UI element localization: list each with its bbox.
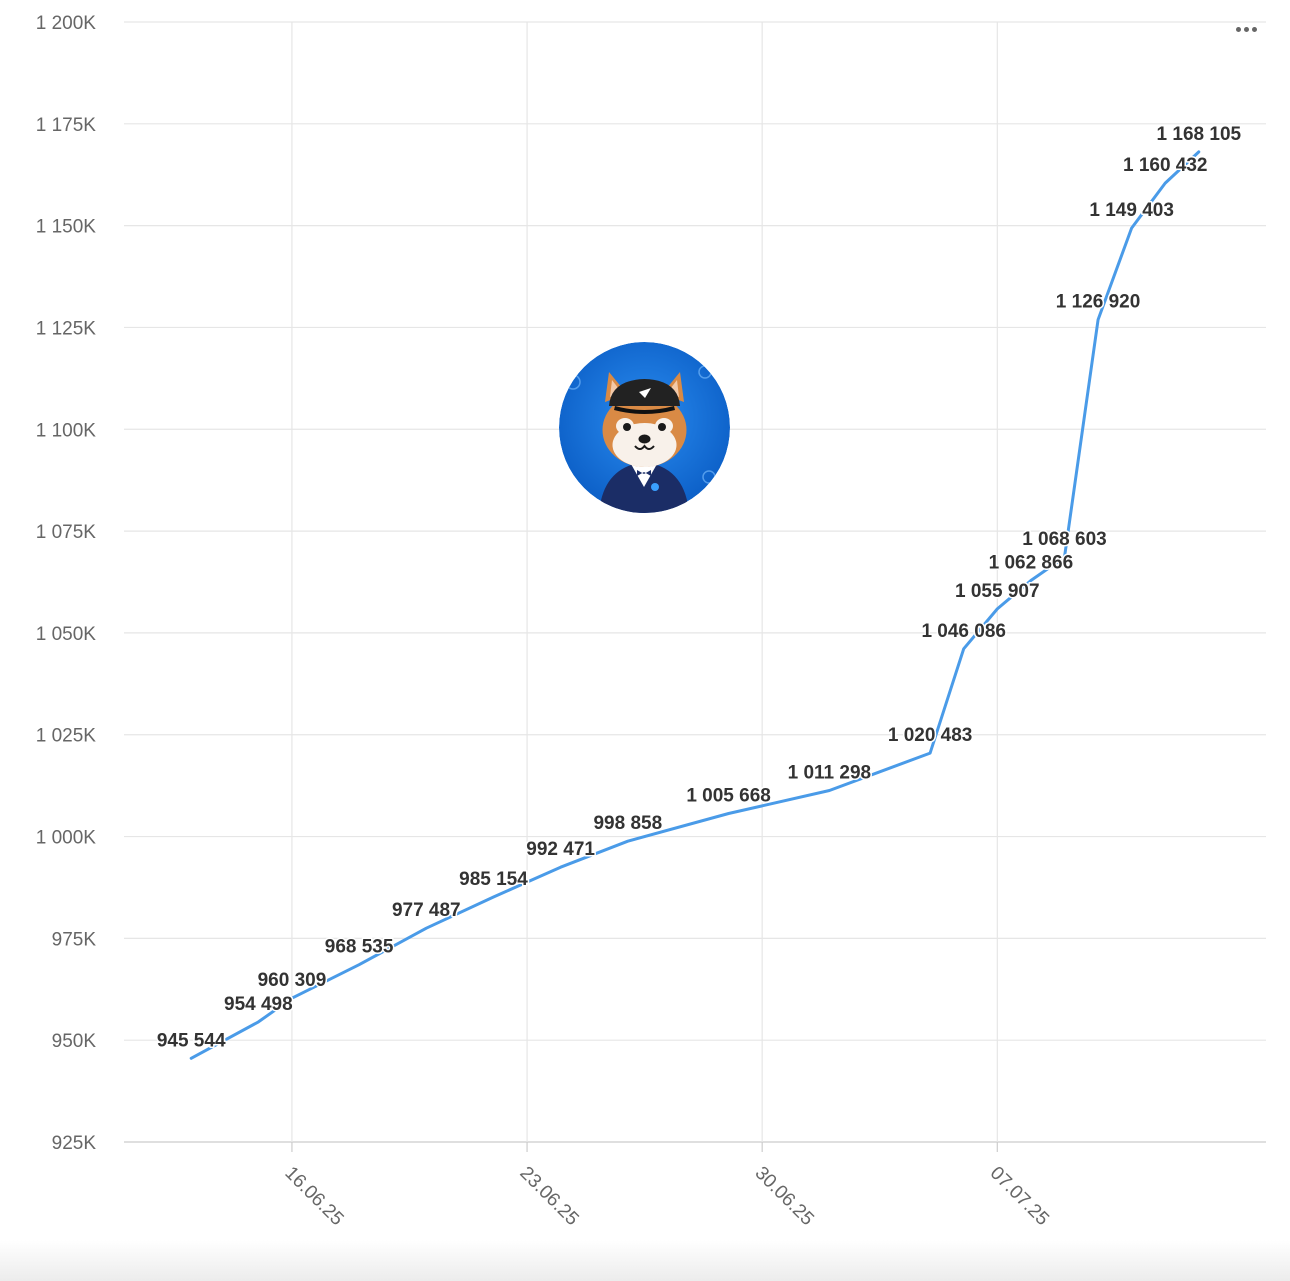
grid-lines <box>124 21 1266 1143</box>
data-label: 1 011 298 <box>788 763 871 784</box>
menu-dot <box>1251 26 1257 32</box>
data-label: 1 149 403 <box>1089 200 1174 221</box>
y-tick-label: 1 000K <box>36 828 97 849</box>
y-tick-label: 1 200K <box>36 13 97 34</box>
data-label: 1 005 668 <box>686 785 771 806</box>
y-tick-label: 1 150K <box>36 217 97 238</box>
y-tick-label: 1 175K <box>36 115 97 136</box>
y-tick-label: 1 125K <box>36 318 97 339</box>
y-tick-label: 950K <box>52 1031 97 1052</box>
x-axis-ticks: 16.06.25 23.06.25 30.06.25 07.07.25 <box>280 1142 1053 1230</box>
ellipsis-menu-icon <box>1235 26 1257 32</box>
data-label: 1 062 866 <box>989 553 1074 574</box>
y-axis-ticks: 925K 950K 975K 1 000K 1 025K 1 050K 1 075K 1 10… <box>36 13 97 1154</box>
data-label: 977 487 <box>392 900 461 921</box>
x-tick-label: 16.06.25 <box>280 1163 347 1230</box>
data-label: 954 498 <box>224 994 293 1015</box>
data-label: 1 126 920 <box>1056 292 1141 313</box>
y-tick-label: 925K <box>52 1133 97 1154</box>
data-label: 1 160 432 <box>1123 155 1208 176</box>
y-tick-label: 975K <box>52 929 97 950</box>
menu-dot <box>1243 26 1249 32</box>
data-label: 945 544 <box>157 1030 226 1051</box>
data-label: 1 055 907 <box>955 581 1040 602</box>
data-label: 998 858 <box>593 813 662 834</box>
menu-dot <box>1235 26 1241 32</box>
y-tick-label: 1 025K <box>36 726 97 747</box>
x-tick-label: 30.06.25 <box>751 1163 818 1230</box>
data-label: 985 154 <box>459 869 528 890</box>
data-label: 1 168 105 <box>1157 124 1242 145</box>
data-labels: 945 544 954 498 960 309 968 535 977 487 985 1… <box>155 122 1243 1052</box>
data-label: 960 309 <box>258 970 327 991</box>
data-label: 992 471 <box>526 839 595 860</box>
y-tick-label: 1 100K <box>36 420 97 441</box>
series-line <box>189 150 1201 1060</box>
shiba-dog-avatar-icon <box>559 342 730 513</box>
data-label: 1 046 086 <box>921 621 1006 642</box>
data-label: 968 535 <box>325 937 394 958</box>
data-label: 1 020 483 <box>888 725 973 746</box>
data-label: 1 068 603 <box>1022 529 1107 550</box>
y-tick-label: 1 050K <box>36 624 97 645</box>
bottom-fade <box>0 1240 1290 1281</box>
y-tick-label: 1 075K <box>36 522 97 543</box>
chart-menu-button[interactable] <box>1228 14 1264 44</box>
x-tick-label: 23.06.25 <box>516 1163 583 1230</box>
x-tick-label: 07.07.25 <box>986 1163 1053 1230</box>
